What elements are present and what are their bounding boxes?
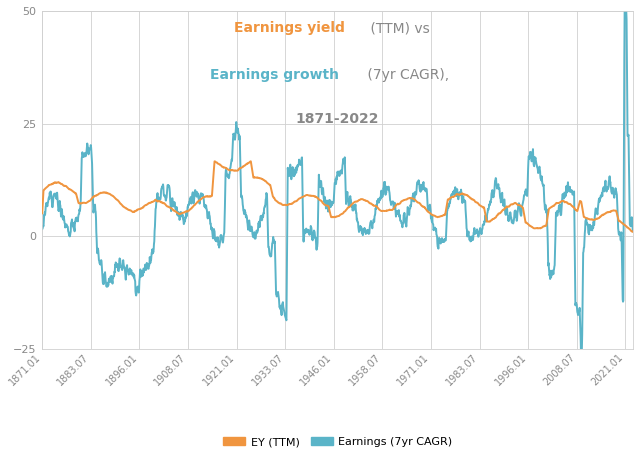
Text: Earnings yield: Earnings yield [234, 21, 344, 35]
Text: Earnings growth: Earnings growth [209, 68, 339, 82]
Text: (TTM) vs: (TTM) vs [365, 21, 429, 35]
Legend: EY (TTM), Earnings (7yr CAGR): EY (TTM), Earnings (7yr CAGR) [218, 433, 457, 452]
Text: 1871-2022: 1871-2022 [296, 113, 380, 126]
Text: (7yr CAGR),: (7yr CAGR), [363, 68, 449, 82]
